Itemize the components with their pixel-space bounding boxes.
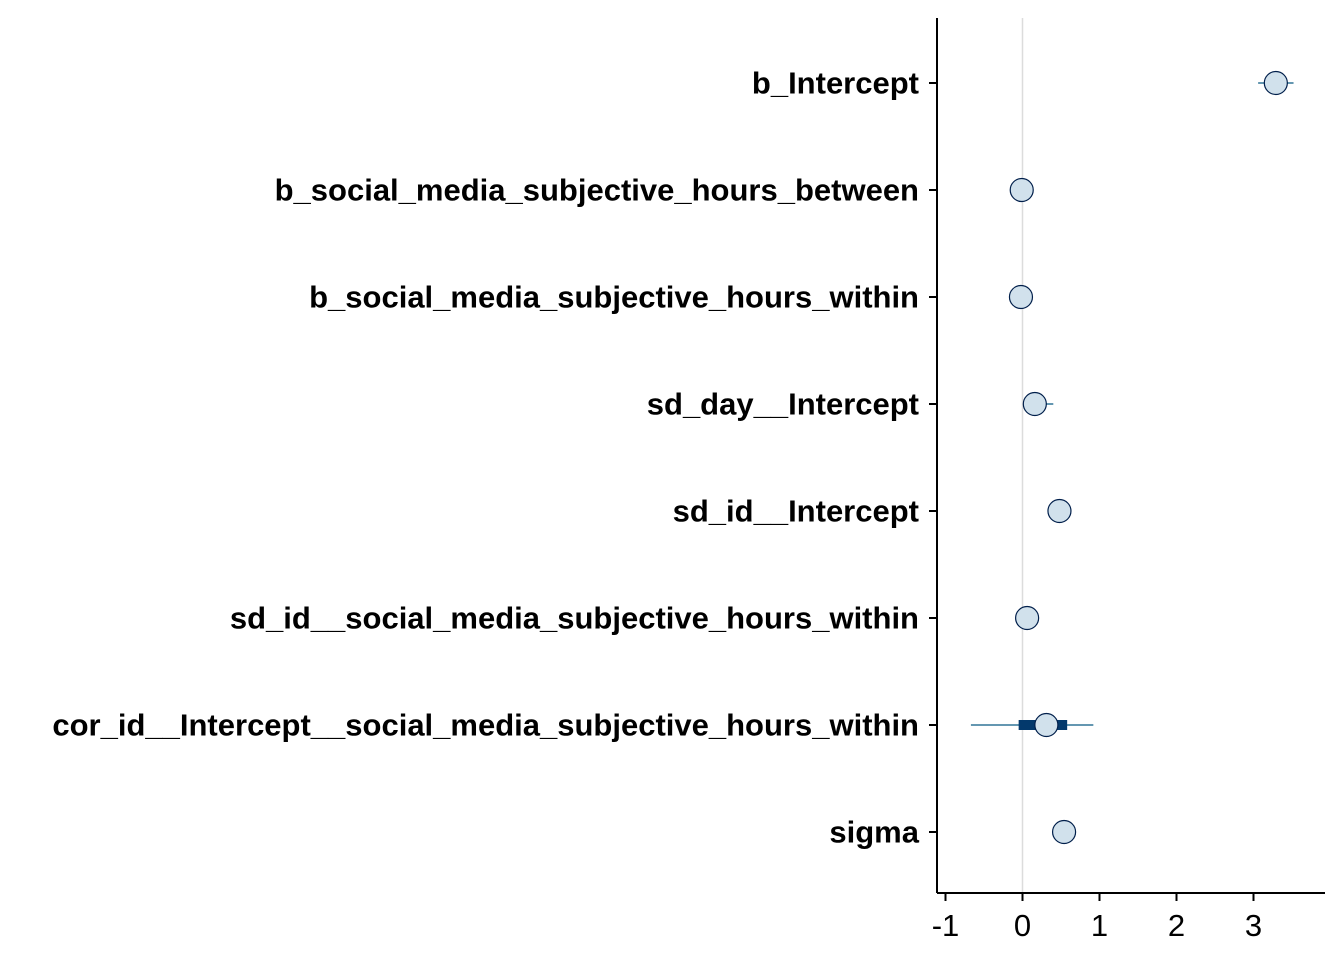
y-tick-label-5: sd_id__social_media_subjective_hours_wit… — [230, 601, 919, 636]
estimate-point-2 — [1008, 284, 1034, 310]
y-tick-label-6: cor_id__Intercept__social_media_subjecti… — [52, 708, 919, 743]
estimate-point-1 — [1009, 177, 1034, 203]
x-tick-label-4: 3 — [1245, 908, 1262, 943]
estimate-point-3 — [1022, 391, 1047, 417]
x-ticks-layer: -1 0 1 2 3 — [932, 893, 1262, 943]
axes-layer — [929, 18, 1325, 894]
x-tick-label-0: -1 — [932, 908, 960, 943]
y-tick-label-0: b_Intercept — [752, 66, 919, 101]
estimate-point-6 — [1034, 712, 1059, 738]
estimate-point-0 — [1263, 70, 1288, 96]
y-labels-layer: b_Intercept b_social_media_subjective_hou… — [52, 66, 919, 850]
y-tick-label-4: sd_id__Intercept — [673, 494, 919, 529]
points-layer — [1008, 70, 1288, 845]
x-tick-label-2: 1 — [1091, 908, 1108, 943]
estimate-point-5 — [1015, 605, 1040, 631]
y-tick-label-1: b_social_media_subjective_hours_between — [275, 173, 919, 208]
x-tick-label-3: 2 — [1168, 908, 1185, 943]
x-tick-label-1: 0 — [1014, 908, 1031, 943]
y-tick-label-7: sigma — [829, 815, 919, 850]
estimate-point-4 — [1047, 498, 1072, 524]
y-tick-label-3: sd_day__Intercept — [647, 387, 919, 422]
estimate-point-7 — [1051, 819, 1077, 845]
y-tick-label-2: b_social_media_subjective_hours_within — [309, 280, 919, 315]
